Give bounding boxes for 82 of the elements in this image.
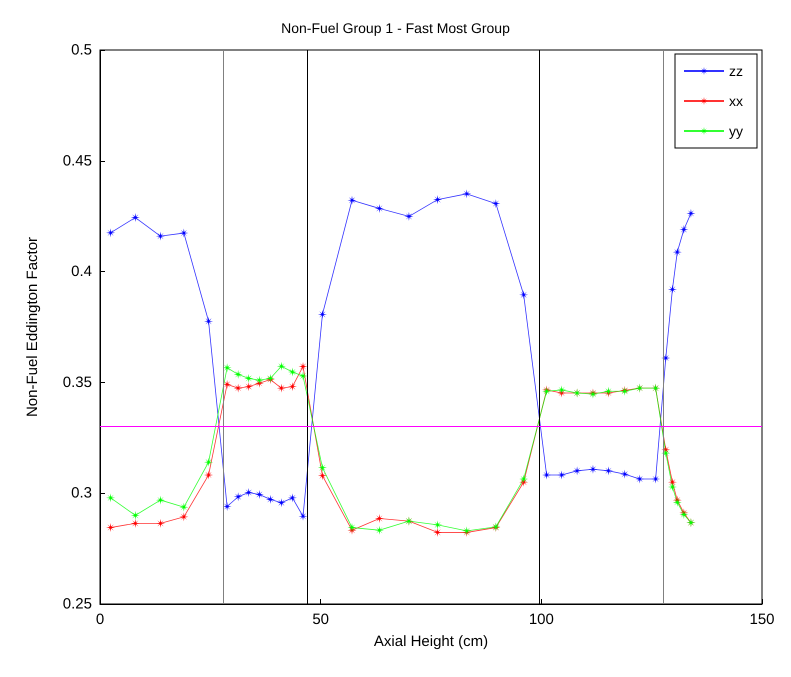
y-tick-label: 0.45 <box>62 152 92 170</box>
x-tick-label: 50 <box>312 611 330 628</box>
y-tick-label: 0.35 <box>62 374 92 391</box>
point <box>204 458 214 467</box>
y-axis-title: Non-Fuel Eddington Factor <box>24 236 41 418</box>
point <box>557 470 566 480</box>
point <box>672 248 682 257</box>
point <box>276 362 286 371</box>
point <box>374 514 384 523</box>
point <box>179 228 188 238</box>
x-tick-label: 100 <box>528 611 554 628</box>
point <box>179 502 188 512</box>
point <box>234 384 243 393</box>
y-tick-label: 0.3 <box>71 484 92 502</box>
chart-title: Non-Fuel Group 1 - Fast Most Group <box>281 20 510 36</box>
point <box>222 363 232 372</box>
point <box>234 370 243 379</box>
point <box>288 493 297 502</box>
point <box>204 470 214 480</box>
point <box>651 474 660 484</box>
point <box>374 204 384 213</box>
y-tick-label: 0.5 <box>71 42 92 58</box>
point <box>679 224 688 234</box>
point <box>254 376 264 385</box>
point <box>318 310 327 319</box>
point <box>298 512 308 521</box>
point <box>156 496 165 505</box>
point <box>276 384 286 393</box>
point <box>156 518 165 528</box>
point <box>298 362 308 371</box>
point <box>266 494 275 504</box>
point <box>130 518 140 528</box>
point <box>348 523 356 532</box>
point <box>668 284 677 294</box>
point <box>668 482 677 492</box>
point <box>179 512 188 522</box>
x-tick-label: 0 <box>96 611 104 628</box>
legend-label: yy <box>729 123 743 139</box>
point <box>244 382 254 392</box>
point <box>130 510 140 520</box>
point <box>318 463 327 472</box>
point <box>318 471 327 480</box>
x-axis-title: Axial Height (cm) <box>374 633 488 650</box>
point <box>404 212 414 221</box>
point <box>234 492 243 502</box>
point <box>288 382 297 392</box>
x-tick-label: 150 <box>749 611 775 628</box>
point <box>542 470 552 480</box>
point <box>298 371 308 380</box>
y-tick-label: 0.4 <box>71 263 92 280</box>
point <box>433 520 442 530</box>
point <box>204 316 214 326</box>
point <box>519 290 528 300</box>
point <box>106 228 116 238</box>
point <box>244 374 254 383</box>
point <box>433 528 442 537</box>
point <box>288 367 297 376</box>
legend-label: zz <box>729 63 743 79</box>
point <box>635 474 644 484</box>
point <box>462 189 472 198</box>
point <box>106 493 116 502</box>
point <box>130 213 140 222</box>
point <box>491 199 500 208</box>
point <box>244 488 254 498</box>
point <box>374 526 384 535</box>
point <box>348 196 356 205</box>
legend-label: xx <box>729 93 743 109</box>
point <box>156 232 165 241</box>
point <box>620 470 630 479</box>
point <box>557 385 566 394</box>
point <box>588 464 598 474</box>
point <box>604 466 613 476</box>
point <box>572 466 582 476</box>
point <box>254 490 264 500</box>
point <box>519 474 528 484</box>
point <box>433 195 442 204</box>
point <box>222 380 232 389</box>
point <box>222 502 232 511</box>
point <box>686 208 696 218</box>
point <box>276 498 286 508</box>
y-tick-label: 0.25 <box>62 596 92 612</box>
point <box>106 523 116 532</box>
